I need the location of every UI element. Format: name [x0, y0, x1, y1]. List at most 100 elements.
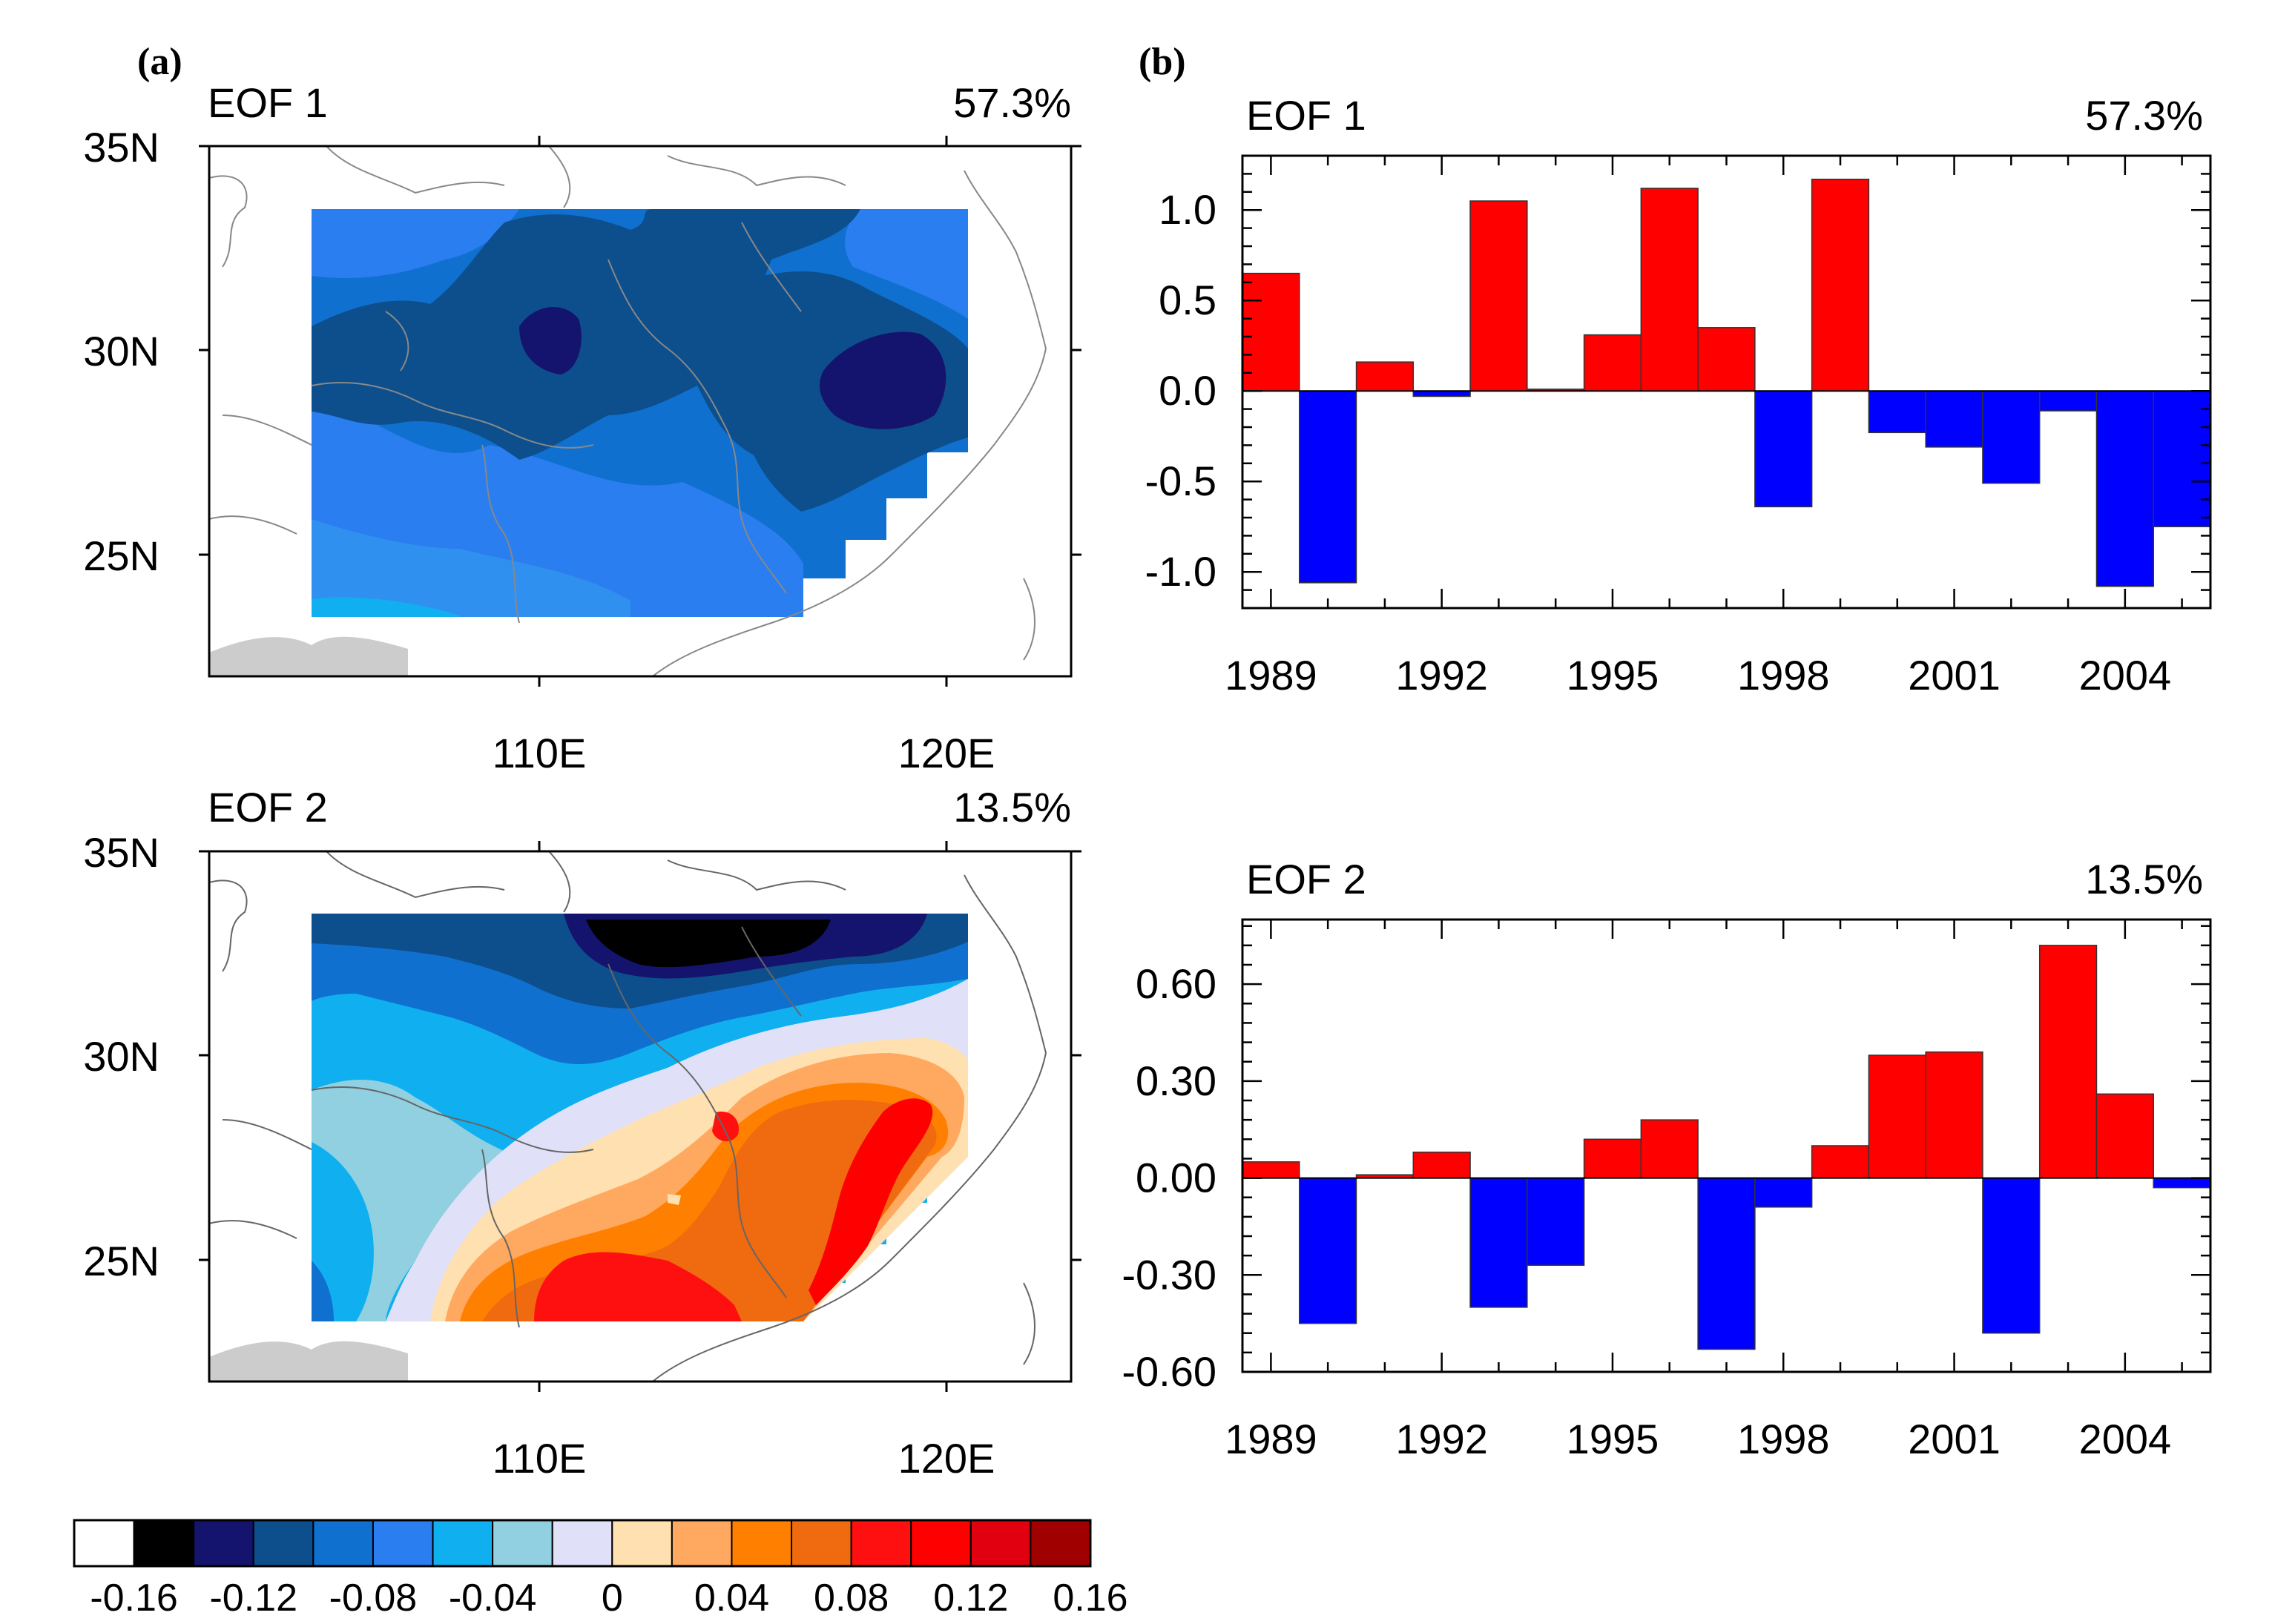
colorbar-label: 0.16 [1053, 1577, 1127, 1620]
map1-lat-25n: 25N [83, 532, 159, 579]
colorbar-swatch [133, 1519, 195, 1567]
colorbar-label: 0.12 [933, 1577, 1008, 1620]
colorbar-swatch [1030, 1519, 1091, 1567]
pc2-bar [2038, 945, 2098, 1179]
panel-label-a: (a) [137, 41, 182, 83]
map2-boundaries [209, 851, 1047, 1382]
colorbar-swatch [969, 1519, 1032, 1567]
pc2-bar [1925, 1051, 1983, 1179]
pc1-xtick-label: 1992 [1395, 652, 1488, 699]
pc1-bar [1412, 390, 1471, 397]
pc2-bar [2153, 1177, 2211, 1189]
colorbar-swatch [671, 1519, 733, 1567]
pc1-ytick-label: -0.5 [1145, 458, 1217, 504]
map2-ticks [199, 841, 1081, 1392]
pc2-xtick-label: 1989 [1225, 1416, 1317, 1462]
pc1-bar [1811, 178, 1870, 392]
map1-field-core2 [820, 331, 946, 429]
map1-field-northeast [845, 209, 968, 319]
map2-land-patch [209, 1341, 408, 1382]
pc2-ytick-label: 0.00 [1136, 1155, 1216, 1201]
pc1-bar [1469, 200, 1528, 392]
colorbar-label: 0 [602, 1577, 623, 1620]
map1-variance: 57.3% [953, 79, 1071, 126]
eof1-pc-chart: 1989 1992 1995 1998 2001 2004 1.0 0.5 0.0 -0.5 -1.… [1145, 92, 2212, 699]
pc2-bar [2095, 1093, 2154, 1179]
pc2-ytick-label: 0.30 [1136, 1057, 1216, 1104]
colorbar-label: -0.16 [90, 1577, 178, 1620]
colorbar-swatch [611, 1519, 673, 1567]
pc2-title: EOF 2 [1246, 856, 1366, 902]
map2-field-black [586, 920, 831, 968]
colorbar-frame [73, 1519, 1092, 1568]
colorbar-swatch [492, 1519, 553, 1567]
pc1-ytick-label: 0.0 [1159, 367, 1216, 414]
map2-lon-120e: 120E [898, 1435, 995, 1482]
pc2-bar [1242, 1161, 1300, 1179]
colorbar-swatch [252, 1519, 315, 1567]
pc2-bar [1754, 1177, 1813, 1208]
pc1-ytick-label: 1.0 [1159, 186, 1216, 233]
pc1-bar [1925, 390, 1983, 448]
pc1-bar [1754, 390, 1813, 508]
colorbar: -0.16 -0.12 -0.08 -0.04 0 0.04 0.08 0.12 0.16 [73, 1519, 1128, 1620]
pc2-bar [1640, 1119, 1699, 1179]
colorbar-swatch [791, 1519, 852, 1567]
eof2-pc-chart: 1989 1992 1995 1998 2001 2004 0.60 0.30 0.00 -0.3… [1122, 856, 2212, 1462]
pc1-bar [1640, 188, 1699, 392]
pc1-bar [1982, 390, 2041, 484]
map1-field-coast [312, 597, 460, 617]
map1-lat-30n: 30N [83, 328, 159, 374]
pc1-xtick-label: 1995 [1567, 652, 1659, 699]
pc1-xtick-label: 2004 [2079, 652, 2172, 699]
pc2-variance: 13.5% [2085, 856, 2203, 902]
map2-field-sw-blue [312, 1142, 374, 1321]
pc1-title: EOF 1 [1246, 92, 1366, 139]
colorbar-swatch [910, 1519, 972, 1567]
map2-variance: 13.5% [953, 784, 1071, 831]
pc2-ytick-label: 0.60 [1136, 960, 1216, 1007]
colorbar-swatch [193, 1519, 254, 1567]
map2-field-cream-spot [668, 1194, 681, 1205]
pc2-bar [1811, 1145, 1870, 1179]
pc2-bar [1412, 1151, 1471, 1179]
colorbar-swatch [731, 1519, 793, 1567]
pc1-bar [2153, 390, 2211, 527]
pc2-xtick-label: 2004 [2079, 1416, 2172, 1462]
colorbar-label: 0.08 [814, 1577, 889, 1620]
map2-lat-35n: 35N [83, 829, 159, 876]
panel-label-b: (b) [1139, 41, 1186, 83]
map1-boundaries [209, 146, 1047, 676]
pc1-ytick-label: -1.0 [1145, 548, 1217, 595]
pc2-bar [1583, 1138, 1642, 1179]
pc2-ytick-label: -0.60 [1122, 1348, 1216, 1395]
pc1-bar [2095, 390, 2154, 587]
map2-title: EOF 2 [208, 784, 328, 831]
colorbar-swatch [432, 1519, 494, 1567]
map2-field-red-southwest [534, 1252, 742, 1321]
map-eof2: EOF 2 13.5% [83, 784, 1081, 1482]
colorbar-swatch [850, 1519, 912, 1567]
map2-lon-110e: 110E [493, 1435, 587, 1482]
pc2-xtick-label: 1998 [1737, 1416, 1830, 1462]
map1-field-core1 [519, 306, 582, 374]
colorbar-label: -0.04 [449, 1577, 537, 1620]
pc1-bar [1355, 361, 1415, 392]
map1-frame [208, 145, 1073, 678]
pc2-bar [1697, 1177, 1756, 1350]
pc2-xtick-label: 2001 [1908, 1416, 2001, 1462]
map1-land-patch [209, 636, 408, 676]
colorbar-label: -0.12 [209, 1577, 297, 1620]
map2-lat-25n: 25N [83, 1238, 159, 1284]
pc1-xtick-label: 2001 [1908, 652, 2001, 699]
map2-field-sw-blue-dark [312, 1261, 334, 1321]
map1-lon-110e: 110E [493, 730, 587, 776]
map1-lon-120e: 120E [898, 730, 995, 776]
pc1-bar [2038, 390, 2098, 412]
pc1-bar [1868, 390, 1926, 434]
map2-frame [208, 850, 1073, 1383]
colorbar-swatch [372, 1519, 434, 1567]
map1-field-north [312, 209, 519, 279]
map1-field-southwest [312, 519, 630, 617]
pc2-xtick-label: 1992 [1395, 1416, 1488, 1462]
